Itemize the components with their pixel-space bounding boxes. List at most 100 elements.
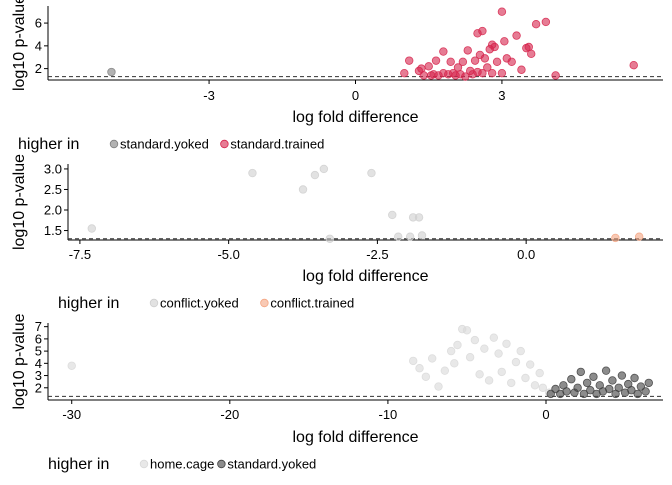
data-point xyxy=(644,378,653,388)
data-point xyxy=(446,57,455,66)
data-point xyxy=(582,378,592,388)
legend-label-standard-yoked: standard.yoked xyxy=(227,457,316,472)
data-point xyxy=(478,26,487,36)
data-point xyxy=(463,46,472,55)
data-point xyxy=(400,68,409,78)
data-point xyxy=(325,234,334,243)
data-point xyxy=(608,376,617,385)
y-tick-label: 7 xyxy=(35,319,42,334)
data-point xyxy=(424,62,433,71)
data-point xyxy=(434,382,443,391)
data-point xyxy=(484,376,494,385)
x-tick-label: -3 xyxy=(203,88,215,103)
legend-label-standard-yoked: standard.yoked xyxy=(120,137,209,152)
data-point xyxy=(586,386,595,395)
data-point xyxy=(409,356,418,366)
data-point xyxy=(487,68,497,78)
data-point xyxy=(483,63,492,72)
x-axis-title: log fold difference xyxy=(292,109,418,126)
data-point xyxy=(87,224,96,233)
x-axis-title: log fold difference xyxy=(292,429,418,446)
legend-key-standard-yoked xyxy=(109,139,119,149)
data-point xyxy=(367,168,376,178)
legend-title: higher in xyxy=(18,136,79,153)
data-point xyxy=(635,232,644,241)
data-point xyxy=(497,7,507,16)
data-point xyxy=(458,57,468,66)
data-point xyxy=(525,360,535,369)
data-point xyxy=(490,42,499,52)
data-point xyxy=(446,346,456,356)
legend-label-home-cage: home.cage xyxy=(150,457,214,472)
legend-key-conflict-trained xyxy=(260,298,269,308)
data-point xyxy=(579,389,589,399)
y-tick-label: 3 xyxy=(35,368,42,383)
legend-label-conflict-yoked: conflict.yoked xyxy=(160,296,239,311)
data-point xyxy=(427,354,437,363)
data-point xyxy=(470,335,480,345)
data-point xyxy=(494,349,503,358)
data-point xyxy=(527,49,536,59)
data-point xyxy=(462,326,472,335)
data-point xyxy=(630,373,639,383)
data-point xyxy=(414,213,424,222)
data-point xyxy=(562,387,571,396)
y-tick-label: 2 xyxy=(35,380,42,395)
series-standard-trained xyxy=(400,7,638,81)
x-tick-label: -10 xyxy=(379,407,398,422)
data-point xyxy=(605,384,614,394)
data-point xyxy=(521,373,530,383)
data-point xyxy=(531,20,541,29)
x-tick-label: -30 xyxy=(62,407,81,422)
data-point xyxy=(415,364,424,373)
data-point xyxy=(417,231,427,240)
data-point xyxy=(500,37,509,46)
data-point xyxy=(440,366,450,375)
data-point xyxy=(450,359,459,368)
x-tick-label: 0 xyxy=(352,88,359,103)
y-axis-title: log10 p-value xyxy=(11,154,28,250)
data-point xyxy=(511,357,521,367)
data-point xyxy=(248,168,257,178)
data-point xyxy=(567,375,576,384)
y-axis-title: log10 p-value xyxy=(11,0,28,91)
data-point xyxy=(541,17,551,27)
data-point xyxy=(641,387,650,396)
y-tick-label: 2.0 xyxy=(44,203,62,218)
data-point xyxy=(497,68,507,78)
data-point xyxy=(431,56,441,65)
data-point xyxy=(507,378,516,388)
legend-key-conflict-yoked xyxy=(149,298,159,308)
data-point xyxy=(405,232,415,241)
series-standard-yoked xyxy=(546,366,653,399)
y-tick-label: 3.0 xyxy=(44,161,62,176)
data-point xyxy=(614,383,623,392)
data-point xyxy=(475,370,484,379)
data-point xyxy=(633,389,642,399)
data-point xyxy=(67,361,76,370)
data-point xyxy=(480,54,490,63)
x-tick-label: -2.5 xyxy=(366,247,388,262)
x-tick-label: -5.0 xyxy=(217,247,239,262)
legend-title: higher in xyxy=(58,295,119,312)
data-point xyxy=(107,67,116,77)
data-point xyxy=(530,381,540,390)
x-tick-label: -20 xyxy=(220,407,239,422)
x-tick-label: 0.0 xyxy=(517,247,535,262)
x-tick-label: 3 xyxy=(498,88,505,103)
data-point xyxy=(627,386,636,395)
legend: higher in conflict.yoked conflict.trained xyxy=(58,295,354,312)
legend-key-home-cage xyxy=(139,459,149,469)
series-standard-yoked xyxy=(107,67,116,77)
data-point xyxy=(576,367,585,377)
legend-label-conflict-trained: conflict.trained xyxy=(270,296,354,311)
data-point xyxy=(611,233,620,243)
data-point xyxy=(517,65,526,74)
panel-1: 2 4 6 -3 0 3 log fold difference log10 p-value h… xyxy=(11,0,663,153)
data-point xyxy=(535,368,544,378)
data-point xyxy=(507,57,516,66)
data-point xyxy=(573,383,582,392)
legend: higher in home.cage standard.yoked xyxy=(48,456,316,473)
data-point xyxy=(538,383,548,392)
